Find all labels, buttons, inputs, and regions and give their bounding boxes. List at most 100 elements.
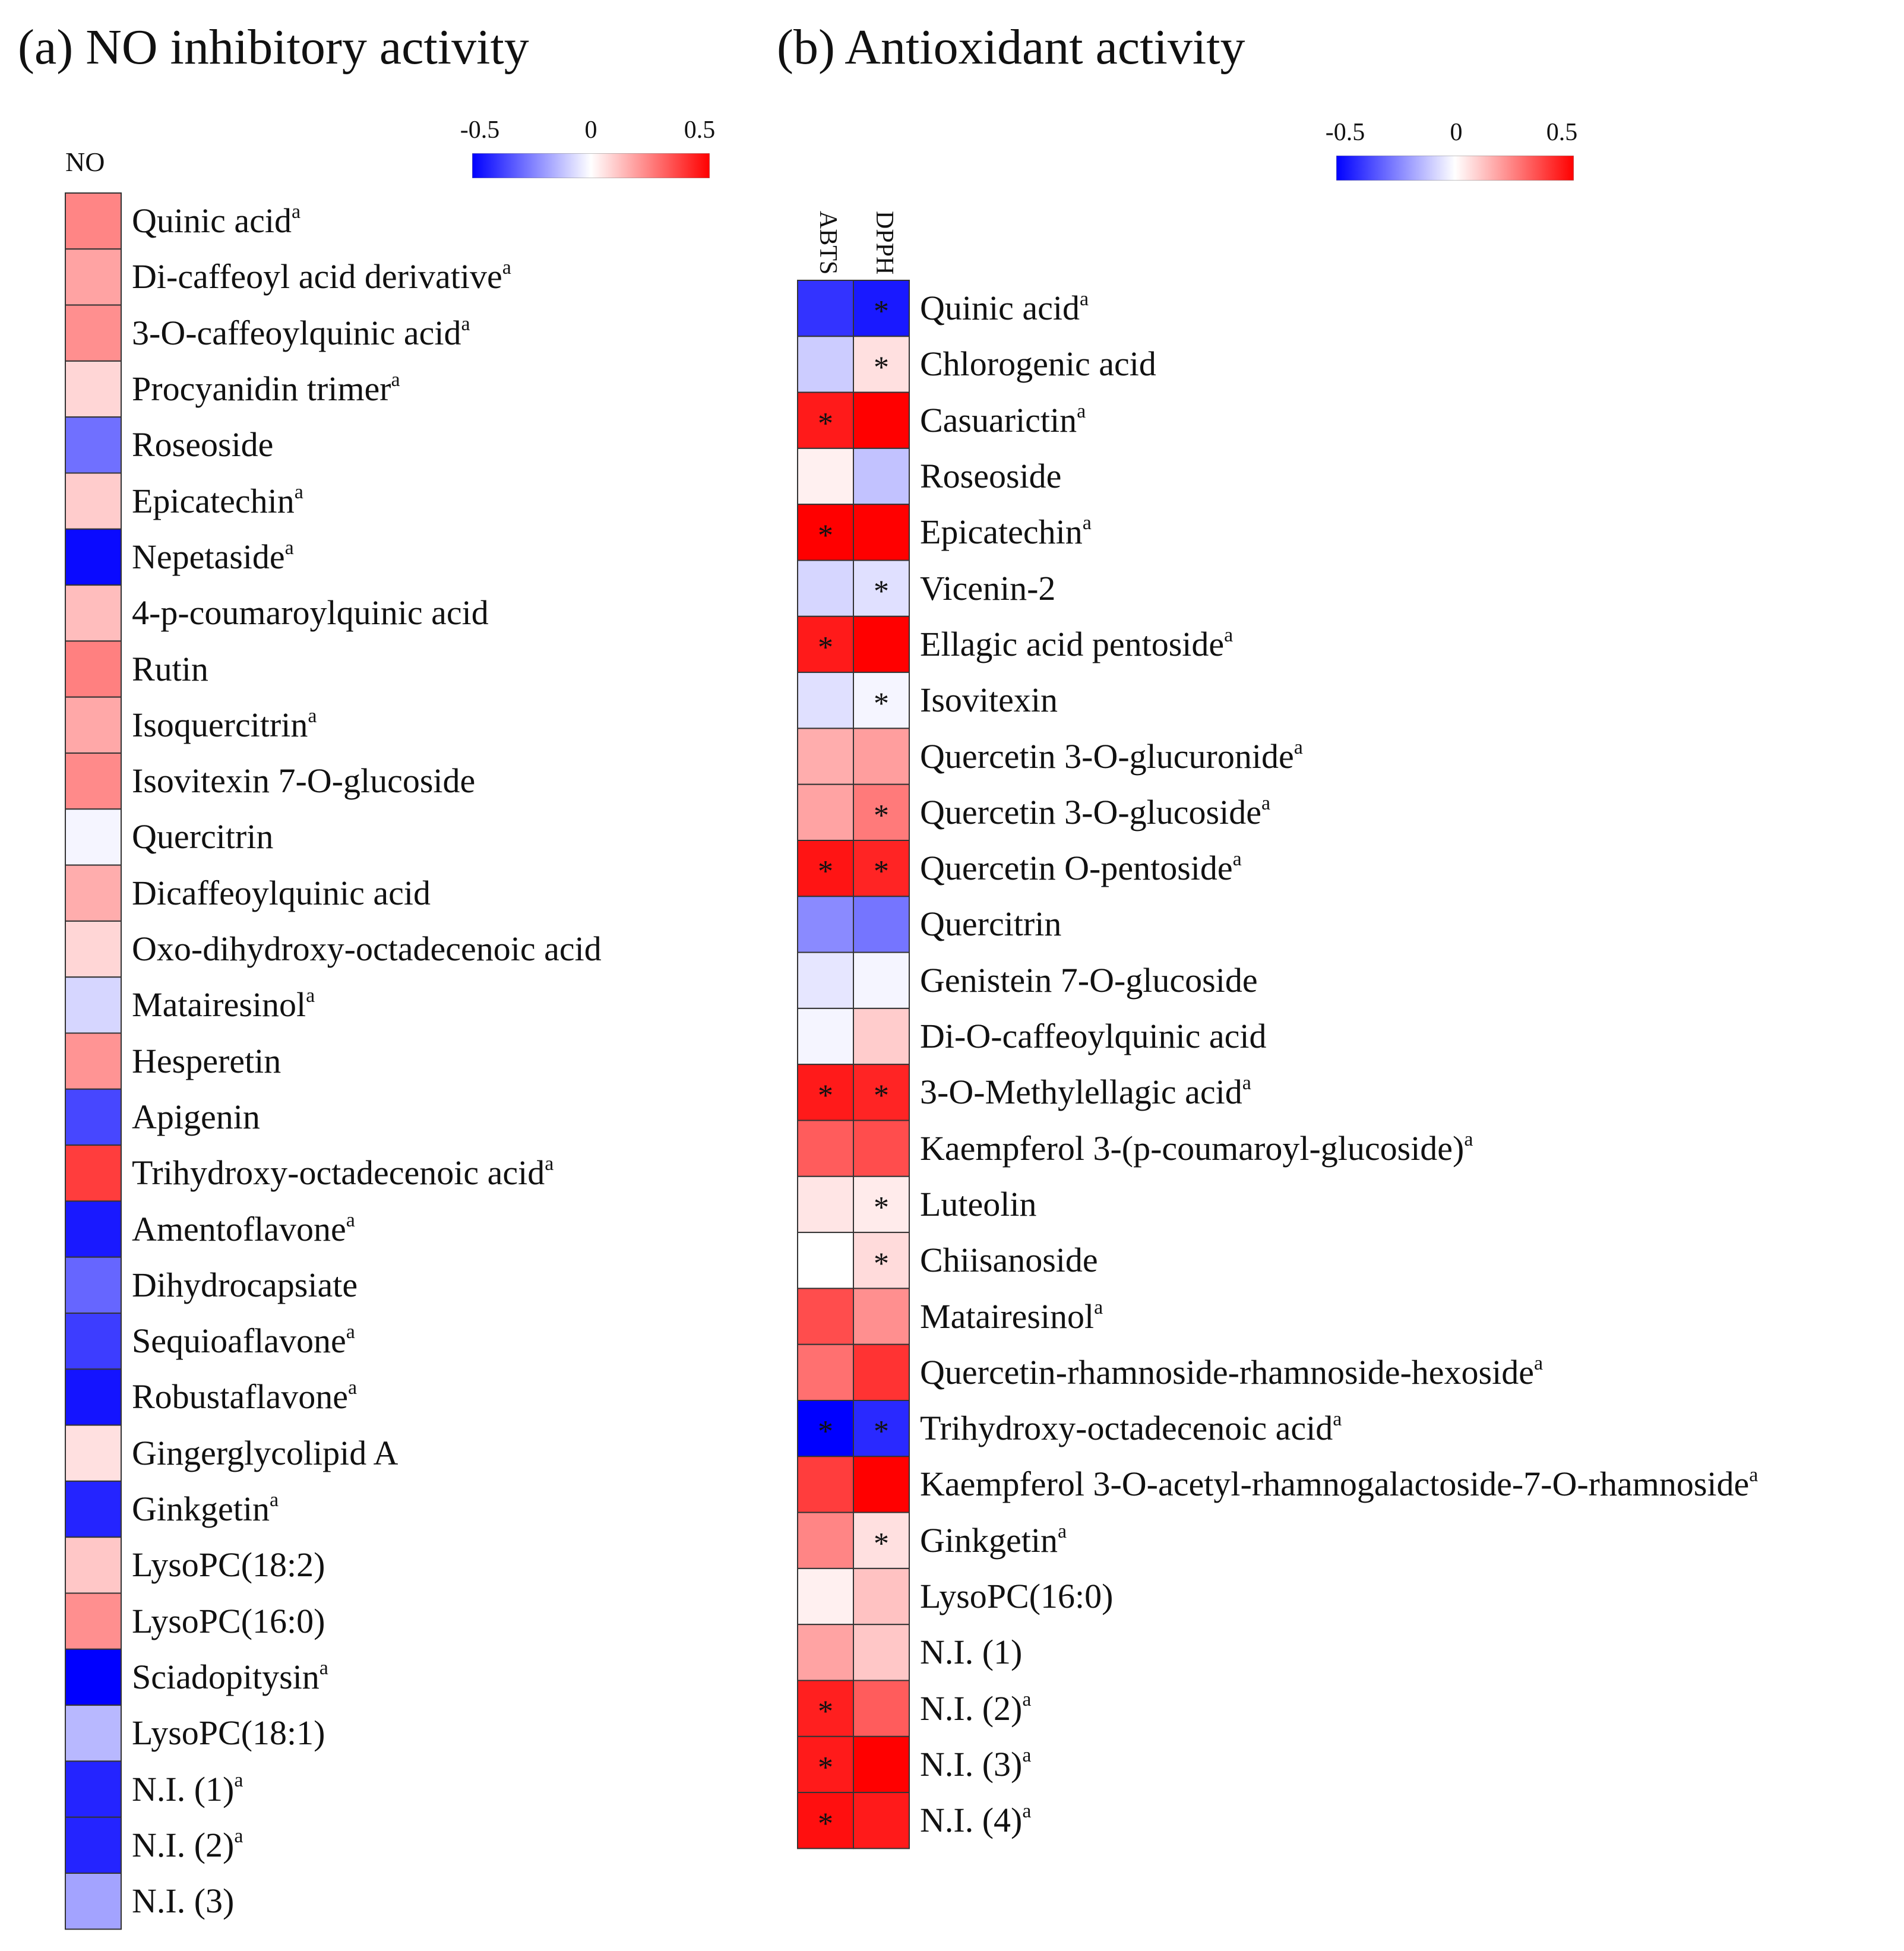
heatmap-a-row-label-superscript: a: [294, 480, 303, 503]
heatmap-a-row-label: Isovitexin 7-O-glucoside: [132, 764, 475, 798]
heatmap-b-cell: [853, 280, 910, 337]
heatmap-b-row-label-text: Quercetin-rhamnoside-rhamnoside-hexoside: [920, 1352, 1534, 1392]
heatmap-a-cell: [65, 472, 122, 530]
heatmap-b-row-label-superscript: a: [1077, 400, 1086, 422]
heatmap-b-row-label-text: 3-O-Methylellagic acid: [920, 1073, 1242, 1112]
heatmap-a-cell: [65, 1200, 122, 1258]
heatmap-a-row-label: Gingerglycolipid A: [132, 1435, 398, 1471]
heatmap-b-row-label-text: Ginkgetin: [920, 1520, 1058, 1560]
heatmap-a-row-label: 4-p-coumaroylquinic acid: [132, 596, 489, 630]
heatmap-a-row-label: Sequioaflavonea: [132, 1321, 355, 1358]
heatmap-b-cell: [853, 840, 910, 897]
heatmap-b-cell: [797, 1288, 854, 1345]
heatmap-b-row-label-superscript: a: [1022, 1800, 1032, 1823]
heatmap-a-cell: [65, 1032, 122, 1090]
heatmap-b-row-label: Quercetin-rhamnoside-rhamnoside-hexoside…: [920, 1352, 1544, 1392]
heatmap-a-row-label: Epicatechina: [132, 480, 303, 518]
heatmap-b-row-label: Vicenin-2: [920, 571, 1055, 606]
heatmap-b-row-label-text: Di-O-caffeoylquinic acid: [920, 1017, 1267, 1056]
heatmap-a-cell: [65, 1648, 122, 1706]
heatmap-b-row-label-text: Quercetin 3-O-glucuronide: [920, 736, 1294, 776]
heatmap-b-row-label: Chiisanoside: [920, 1243, 1098, 1278]
heatmap-a-row-label-text: Amentoflavone: [132, 1209, 346, 1248]
colorbar-a-tick-min: -0.5: [460, 116, 500, 144]
heatmap-a-cell: [65, 1536, 122, 1594]
panel-a-title: (a) NO inhibitory activity: [18, 20, 529, 75]
heatmap-a-row-label-text: Procyanidin trimer: [132, 369, 391, 409]
heatmap-b-cell: [797, 1343, 854, 1401]
heatmap-a-row-label-text: Hesperetin: [132, 1041, 282, 1080]
heatmap-b-row-label-text: Ellagic acid pentoside: [920, 624, 1225, 663]
heatmap-b-row-label: N.I. (2)a: [920, 1689, 1031, 1726]
heatmap-a-cell: [65, 864, 122, 922]
heatmap-b-row-label-text: N.I. (4): [920, 1801, 1023, 1840]
heatmap-b-cell: [797, 840, 854, 897]
heatmap-a-row-label-text: N.I. (3): [132, 1882, 235, 1921]
heatmap-b-cell: [853, 951, 910, 1009]
heatmap-a-cell: [65, 1088, 122, 1146]
heatmap-a-row-label: N.I. (3): [132, 1884, 234, 1918]
heatmap-a-row-label-superscript: a: [346, 1321, 355, 1343]
heatmap-a-cell: [65, 1368, 122, 1426]
heatmap-b-cell: [797, 1456, 854, 1513]
heatmap-a-cells: [65, 192, 122, 1930]
heatmap-b-row-label: Roseoside: [920, 459, 1061, 494]
heatmap-b-row-label: Trihydroxy-octadecenoic acida: [920, 1409, 1342, 1448]
heatmap-a-cell: [65, 584, 122, 642]
heatmap-b-row-label-superscript: a: [1224, 624, 1234, 646]
heatmap-b-row-label-text: Quercetin 3-O-glucoside: [920, 792, 1261, 831]
heatmap-a-row-label: Isoquercitrina: [132, 706, 317, 742]
heatmap-b-cell: [853, 896, 910, 953]
heatmap-a-row-label: Hesperetin: [132, 1044, 281, 1079]
heatmap-a-row-label-superscript: a: [461, 312, 470, 335]
heatmap-b-significance-mark: *: [818, 1807, 833, 1841]
heatmap-a-row-label-text: Ginkgetin: [132, 1490, 270, 1529]
heatmap-b-row-label: N.I. (4)a: [920, 1800, 1032, 1840]
heatmap-a-cell: [65, 248, 122, 306]
heatmap-b-cell: [853, 559, 910, 617]
heatmap-b-cell: [797, 1232, 854, 1289]
heatmap-a-cell: [65, 1480, 122, 1538]
heatmap-b-row-label-text: Luteolin: [920, 1184, 1037, 1223]
heatmap-a-cell: [65, 1313, 122, 1370]
heatmap-b-row-label-text: Trihydroxy-octadecenoic acid: [920, 1409, 1333, 1448]
heatmap-b-row-label: 3-O-Methylellagic acida: [920, 1073, 1251, 1112]
heatmap-b-cell: [797, 1175, 854, 1234]
heatmap-b-row-label-text: Casuarictin: [920, 400, 1077, 439]
colorbar-b-tick-min: -0.5: [1325, 119, 1365, 146]
heatmap-b-row-label-superscript: a: [1293, 736, 1303, 758]
heatmap-a-row-label: Roseoside: [132, 428, 273, 462]
heatmap-a-row-label-text: N.I. (2): [132, 1825, 235, 1864]
heatmap-b-row-label-text: Genistein 7-O-glucoside: [920, 960, 1258, 1000]
colorbar-b-tick-mid: 0: [1450, 119, 1463, 146]
heatmap-b-significance-mark: *: [818, 1695, 833, 1729]
heatmap-b-row-label-superscript: a: [1079, 288, 1089, 311]
heatmap-a-row-label-superscript: a: [346, 1209, 355, 1231]
heatmap-b-row-label-text: Roseoside: [920, 457, 1062, 496]
heatmap-b-significance-mark: *: [874, 1079, 889, 1112]
heatmap-b-cell: [797, 783, 854, 842]
heatmap-b-row-label: Quinic acida: [920, 288, 1089, 325]
heatmap-b-row-label-superscript: a: [1533, 1352, 1544, 1374]
heatmap-a-row-label: Matairesinola: [132, 986, 315, 1022]
colorbar-a-tick-mid: 0: [584, 116, 597, 144]
heatmap-b-column-label-abts: ABTS: [814, 211, 842, 275]
heatmap-b-row-label-superscript: a: [1749, 1464, 1758, 1487]
heatmap-b-cell: [853, 672, 910, 729]
heatmap-b-cell: [797, 1064, 854, 1121]
heatmap-b-cell: [797, 615, 854, 673]
heatmap-b-cell: [853, 615, 910, 673]
heatmap-a-cell: [65, 528, 122, 586]
heatmap-b-row-label: Isovitexin: [920, 683, 1058, 717]
heatmap-b-row-label: Quercetin 3-O-glucosidea: [920, 792, 1270, 831]
heatmap-b-significance-mark: *: [874, 799, 889, 833]
heatmap-a-cell: [65, 1705, 122, 1762]
heatmap-b-significance-mark: *: [818, 518, 833, 552]
heatmap-a-cell: [65, 976, 122, 1034]
heatmap-a-cell: [65, 1256, 122, 1314]
heatmap-a-cell: [65, 416, 122, 474]
heatmap-b-cell: [797, 1624, 854, 1681]
heatmap-b-row-label-text: Chlorogenic acid: [920, 344, 1156, 384]
panel-b-title: (b) Antioxidant activity: [777, 20, 1245, 75]
heatmap-a-cell: [65, 1873, 122, 1930]
